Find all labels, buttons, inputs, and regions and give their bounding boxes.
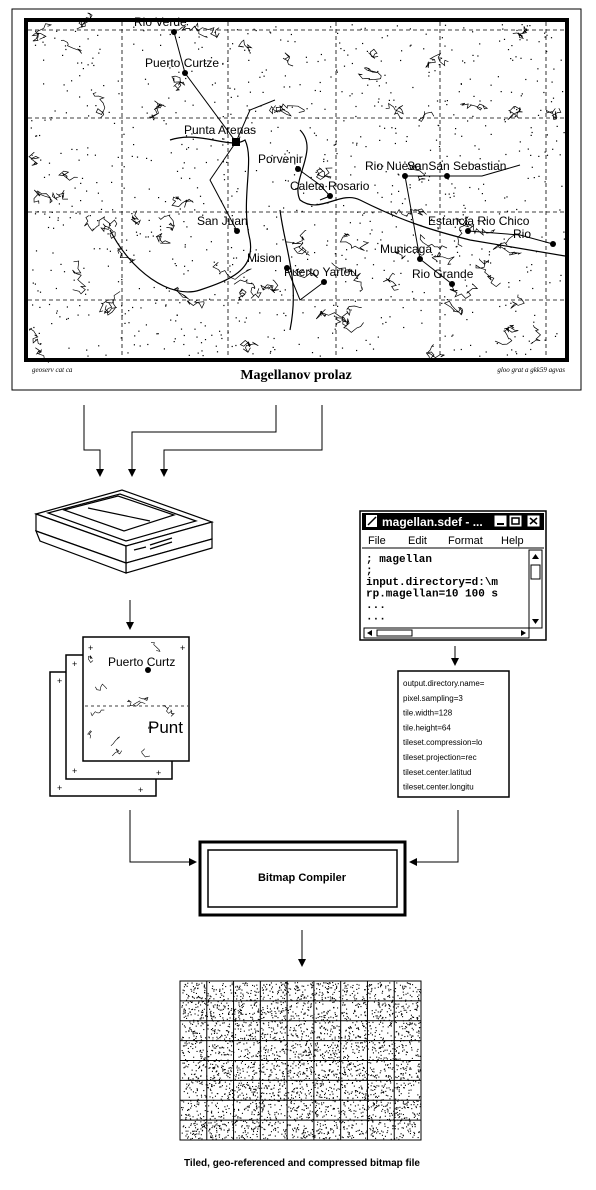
minimize-icon[interactable]: [493, 514, 508, 528]
map-place: Puerto Yartou: [284, 265, 357, 285]
editor-vertical-scrollbar[interactable]: [528, 549, 543, 629]
map-place-label: Puerto Yartou: [284, 265, 357, 279]
svg-text:+: +: [57, 676, 62, 686]
map-frame: [24, 18, 569, 362]
svg-text:+: +: [72, 659, 77, 669]
map-place-label: Rio Nuevo: [365, 159, 421, 173]
map-place: Rio Nuevo: [365, 159, 421, 179]
editor-line: rp.magellan=10 100 s: [366, 589, 498, 601]
map-place: Municaga: [380, 242, 432, 262]
editor-line: ...: [366, 600, 386, 612]
config-list: output.directory.name= pixel.sampling=3 ti…: [403, 679, 485, 792]
map-place: Estancia Rio Chico: [428, 214, 530, 234]
map-footer-left: geoserv cat ca: [32, 366, 73, 374]
scanner-icon: [34, 489, 214, 574]
map-place: SanSan Sebastian: [407, 159, 506, 179]
map-place-label: Mision: [247, 251, 282, 265]
map-graticule: [28, 22, 565, 358]
map-place-label: Caleta Rosario: [290, 179, 370, 193]
map-sheet: Rio Verde Puerto Curtze Punta Arenas Porven…: [11, 8, 582, 391]
svg-text:+: +: [180, 643, 185, 653]
config-line: tile.height=64: [403, 723, 451, 732]
scanned-sheet-front: [82, 636, 190, 762]
editor-line: ...: [366, 612, 386, 624]
map-place-label: Porvenir: [258, 152, 303, 166]
map-title: Magellanov prolaz: [240, 368, 351, 383]
arrowhead-window: [451, 658, 459, 666]
config-line: pixel.sampling=3: [403, 694, 463, 703]
scanned-sheets-stack: [49, 636, 190, 797]
map-place-label: Estancia Rio Chico: [428, 214, 530, 228]
svg-text:+: +: [72, 766, 77, 776]
menu-item-file[interactable]: File: [368, 535, 386, 547]
config-list-box: [397, 670, 510, 798]
svg-text:+: +: [138, 785, 143, 795]
map-place-label: SanSan Sebastian: [407, 159, 506, 173]
menu-item-help[interactable]: Help: [501, 535, 524, 547]
map-place: San Juan: [197, 214, 248, 234]
arrowheads-top: [96, 469, 168, 477]
map-place-label: Puerto Curtze: [145, 56, 219, 70]
sheet-label-big: Punt: [148, 718, 183, 737]
map-place-label: Rio Grande: [412, 267, 474, 281]
map-footer-right: gloo grat a gkk59 agvas: [497, 366, 565, 374]
map-place: Mision: [247, 251, 290, 271]
config-line: tileset.center.longitu: [403, 783, 474, 792]
arrowhead-scanner: [126, 622, 134, 630]
map-place-label: Municaga: [380, 242, 432, 256]
editor-line: ;: [366, 566, 373, 578]
map-place: Puerto Curtze: [145, 56, 219, 76]
arrows-to-compiler: [129, 810, 459, 863]
sheet-label-top: Puerto Curtz: [108, 655, 175, 669]
map-place-label: San Juan: [197, 214, 248, 228]
svg-text:+: +: [88, 643, 93, 653]
close-icon[interactable]: [526, 514, 541, 528]
map-place: Punta Arenas: [184, 123, 256, 146]
output-caption: Tiled, geo-referenced and compressed bit…: [184, 1158, 420, 1169]
map-place: Rio Grande: [412, 267, 474, 287]
map-place: Rio Verde: [134, 15, 187, 35]
editor-window: magellan.sdef - ... File Edit Format Help ;…: [359, 510, 547, 641]
editor-title: magellan.sdef - ...: [382, 515, 483, 529]
editor-horizontal-scrollbar[interactable]: [363, 627, 530, 639]
config-line: tileset.center.latitud: [403, 768, 471, 777]
menu-item-format[interactable]: Format: [448, 535, 483, 547]
map-roads: [173, 31, 554, 301]
editor-menubar: File Edit Format Help: [368, 535, 524, 547]
compiler-label: Bitmap Compiler: [258, 872, 347, 884]
map-place: Porvenir: [258, 152, 303, 172]
bitmap-compiler-box: Bitmap Compiler: [198, 840, 407, 917]
bitmap-tile-grid: [180, 981, 421, 1140]
map-place-label: Rio: [513, 227, 531, 241]
sheet-crosshairs: + + + + + + + +: [57, 643, 185, 795]
config-line: tile.width=128: [403, 709, 453, 718]
document-icon: [366, 515, 377, 527]
scanned-sheet-texture: [85, 642, 188, 758]
arrowhead-right: [409, 858, 417, 866]
map-place: Rio: [513, 227, 556, 247]
map-place-label: Rio Verde: [134, 15, 187, 29]
arrowhead-left: [189, 858, 197, 866]
svg-text:+: +: [57, 783, 62, 793]
editor-text-area[interactable]: ; magellan;input.directory=d:\mrp.magell…: [366, 554, 498, 624]
menu-item-edit[interactable]: Edit: [408, 535, 427, 547]
tiled-bitmap: [179, 980, 422, 1141]
bitmap-noise: [181, 982, 422, 1141]
svg-text:+: +: [156, 768, 161, 778]
config-line: tileset.projection=rec: [403, 753, 477, 762]
map-places: Rio Verde Puerto Curtze Punta Arenas Porven…: [134, 15, 556, 287]
editor-line: ; magellan: [366, 554, 432, 566]
map-to-scanner-arrows: [83, 405, 323, 472]
map-place-label: Punta Arenas: [184, 123, 256, 137]
editor-line: input.directory=d:\m: [366, 577, 498, 589]
map-place: Caleta Rosario: [290, 179, 370, 199]
config-line: output.directory.name=: [403, 679, 485, 688]
config-line: tileset.compression=lo: [403, 738, 483, 747]
maximize-icon[interactable]: [508, 514, 523, 528]
arrowhead-output: [298, 959, 306, 967]
